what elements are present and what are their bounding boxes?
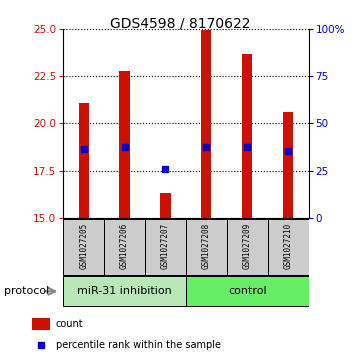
Text: protocol: protocol bbox=[4, 286, 49, 296]
Bar bbox=[63, 277, 186, 306]
Text: GDS4598 / 8170622: GDS4598 / 8170622 bbox=[110, 16, 251, 30]
Bar bbox=[119, 70, 130, 218]
Text: percentile rank within the sample: percentile rank within the sample bbox=[56, 340, 221, 350]
Bar bbox=[145, 219, 186, 275]
Bar bbox=[186, 219, 227, 275]
Text: control: control bbox=[228, 286, 266, 296]
Bar bbox=[242, 54, 252, 218]
Bar bbox=[63, 219, 104, 275]
Text: count: count bbox=[56, 319, 83, 329]
Bar bbox=[79, 103, 89, 218]
Bar bbox=[283, 112, 293, 218]
Text: GSM1027206: GSM1027206 bbox=[120, 223, 129, 269]
Bar bbox=[32, 318, 49, 330]
Bar bbox=[186, 277, 309, 306]
Bar bbox=[268, 219, 309, 275]
Text: GSM1027205: GSM1027205 bbox=[79, 223, 88, 269]
Text: GSM1027210: GSM1027210 bbox=[284, 223, 293, 269]
Bar bbox=[201, 30, 212, 218]
Bar bbox=[227, 219, 268, 275]
Text: miR-31 inhibition: miR-31 inhibition bbox=[77, 286, 172, 296]
Text: GSM1027207: GSM1027207 bbox=[161, 223, 170, 269]
Text: GSM1027209: GSM1027209 bbox=[243, 223, 252, 269]
Bar bbox=[160, 193, 170, 218]
Text: GSM1027208: GSM1027208 bbox=[202, 223, 211, 269]
Bar bbox=[104, 219, 145, 275]
